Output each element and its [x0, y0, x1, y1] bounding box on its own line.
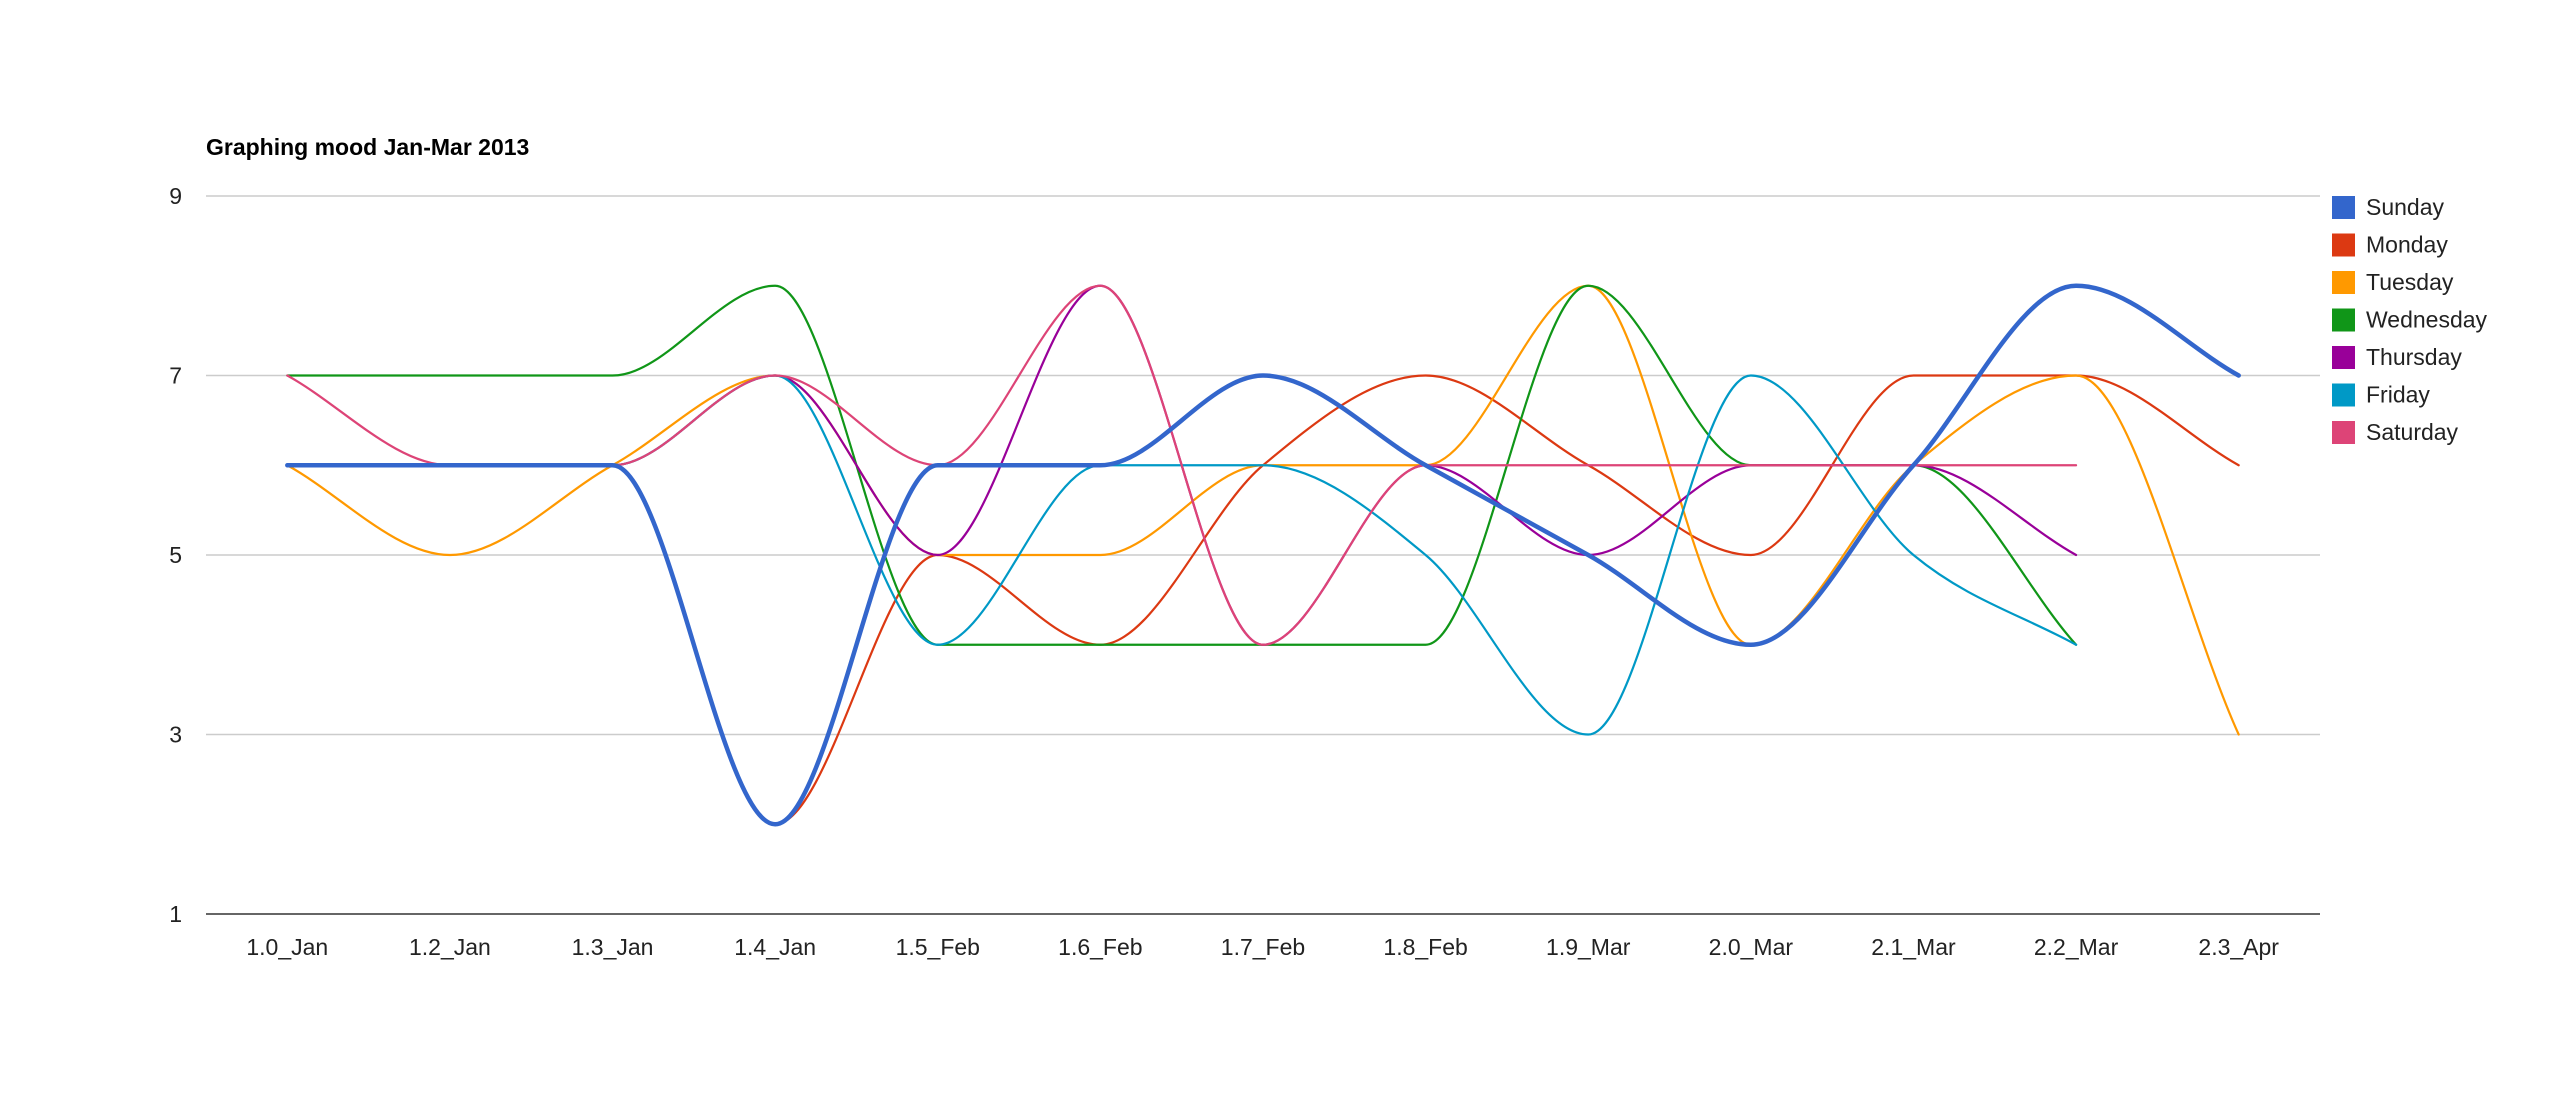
y-tick-label: 5: [169, 542, 182, 568]
y-tick-label: 1: [169, 901, 182, 927]
x-tick-label: 1.8_Feb: [1383, 934, 1467, 960]
series-lines: [285, 283, 2241, 827]
legend-swatch: [2332, 308, 2355, 332]
legend-swatch: [2332, 346, 2355, 369]
x-tick-label: 2.2_Mar: [2034, 934, 2119, 960]
legend-label: Sunday: [2366, 194, 2445, 220]
x-tick-label: 2.0_Mar: [1709, 934, 1794, 960]
y-axis-ticks: 1 3 5 7 9: [169, 183, 182, 927]
x-tick-label: 1.6_Feb: [1058, 934, 1142, 960]
legend-swatch: [2332, 196, 2355, 219]
legend-item-saturday[interactable]: Saturday: [2332, 419, 2459, 445]
legend-swatch: [2332, 383, 2355, 407]
x-tick-label: 1.5_Feb: [896, 934, 980, 960]
legend-swatch: [2332, 421, 2355, 444]
series-line-tuesday[interactable]: [286, 284, 2240, 736]
legend-label: Tuesday: [2366, 269, 2454, 295]
legend-item-wednesday[interactable]: Wednesday: [2332, 307, 2488, 333]
x-tick-label: 1.7_Feb: [1221, 934, 1305, 960]
legend-label: Wednesday: [2366, 307, 2488, 333]
legend-label: Monday: [2366, 232, 2448, 258]
legend-item-sunday[interactable]: Sunday: [2332, 194, 2445, 220]
series-line-sunday[interactable]: [285, 283, 2241, 827]
series-line-monday[interactable]: [286, 374, 2240, 826]
y-tick-label: 3: [169, 722, 182, 748]
legend-label: Thursday: [2366, 344, 2462, 370]
x-tick-label: 2.3_Apr: [2198, 934, 2279, 960]
chart-title: Graphing mood Jan-Mar 2013: [206, 134, 529, 160]
legend-swatch: [2332, 271, 2355, 294]
gridlines: [206, 195, 2320, 915]
legend-label: Friday: [2366, 382, 2430, 408]
x-tick-label: 2.1_Mar: [1871, 934, 1956, 960]
x-tick-label: 1.4_Jan: [734, 934, 816, 960]
x-tick-label: 1.0_Jan: [246, 934, 328, 960]
legend-item-tuesday[interactable]: Tuesday: [2332, 269, 2454, 295]
x-tick-label: 1.3_Jan: [572, 934, 654, 960]
x-axis-ticks: 1.0_Jan 1.2_Jan 1.3_Jan 1.4_Jan 1.5_Feb 1.6_F…: [246, 934, 2279, 960]
y-tick-label: 7: [169, 363, 182, 389]
y-tick-label: 9: [169, 183, 182, 209]
legend-item-thursday[interactable]: Thursday: [2332, 344, 2462, 370]
legend: Sunday Monday Tuesday Wednesday Thursday Frid…: [2332, 194, 2488, 445]
legend-label: Saturday: [2366, 419, 2459, 445]
legend-item-monday[interactable]: Monday: [2332, 232, 2448, 258]
x-tick-label: 1.9_Mar: [1546, 934, 1631, 960]
legend-swatch: [2332, 233, 2355, 257]
x-tick-label: 1.2_Jan: [409, 934, 491, 960]
legend-item-friday[interactable]: Friday: [2332, 382, 2430, 408]
